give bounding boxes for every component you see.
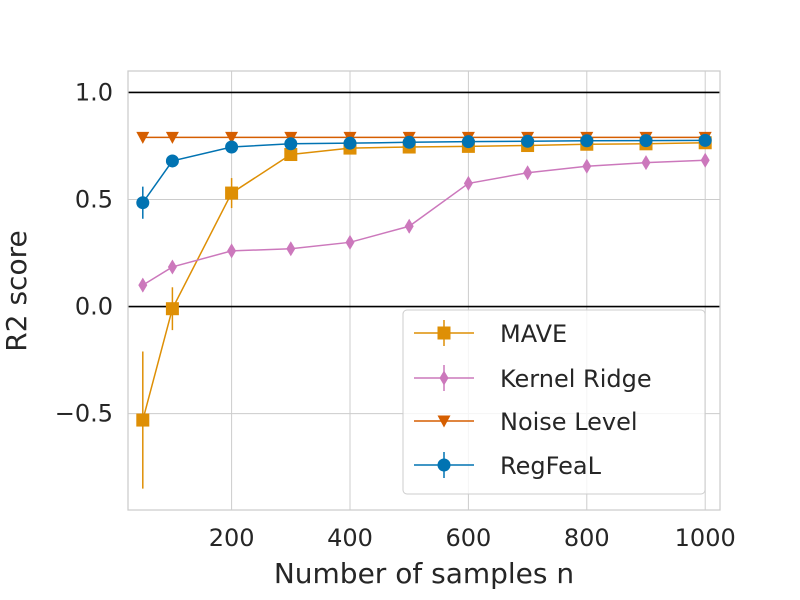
- legend-label: Kernel Ridge: [500, 365, 652, 393]
- data-point: [167, 259, 177, 275]
- data-point: [284, 137, 298, 151]
- data-point: [461, 135, 475, 149]
- legend-entry-regfeal: RegFeaL: [414, 452, 602, 480]
- data-point: [165, 154, 179, 168]
- legend-label: MAVE: [500, 320, 567, 348]
- data-point: [165, 302, 179, 316]
- reference-lines: [128, 91, 720, 308]
- data-point: [345, 234, 355, 250]
- legend-marker: [437, 415, 451, 428]
- x-tick-label: 400: [327, 524, 373, 552]
- series-line-kernel-ridge: [142, 159, 706, 286]
- data-point: [225, 140, 239, 154]
- plot-frame: [127, 70, 721, 511]
- data-point: [225, 186, 239, 200]
- y-axis-title: R2 score: [0, 230, 33, 351]
- data-point: [136, 196, 150, 210]
- legend-entry-kernel-ridge: Kernel Ridge: [414, 365, 652, 393]
- y-tick-label: 0.5: [75, 185, 113, 213]
- data-point: [404, 218, 414, 234]
- data-point: [641, 155, 651, 171]
- legend-marker: [437, 458, 451, 472]
- series-regfeal: [136, 133, 712, 219]
- data-point: [463, 175, 473, 191]
- data-point: [582, 158, 592, 174]
- y-tick-label: 0.0: [75, 293, 113, 321]
- data-point: [284, 148, 298, 162]
- data-point: [138, 277, 148, 293]
- y-tick-labels: −0.5 0.0 0.5 1.0: [55, 78, 113, 427]
- legend-label: RegFeaL: [500, 452, 602, 480]
- data-point: [343, 136, 357, 150]
- series-layer: [136, 131, 712, 489]
- legend-marker: [439, 370, 449, 386]
- data-point: [165, 131, 179, 144]
- x-tick-label: 800: [564, 524, 610, 552]
- x-tick-label: 1000: [675, 524, 736, 552]
- legend-marker: [437, 326, 451, 340]
- y-tick-label: 1.0: [75, 78, 113, 106]
- series-kernel-ridge: [138, 152, 710, 293]
- x-tick-label: 200: [209, 524, 255, 552]
- x-tick-labels: 200 400 600 800 1000: [209, 524, 736, 552]
- data-point: [639, 134, 653, 148]
- data-point: [136, 413, 150, 427]
- data-point: [521, 134, 535, 148]
- legend-entry-noise-level: Noise Level: [414, 408, 638, 436]
- data-point: [700, 152, 710, 168]
- data-point: [225, 131, 239, 144]
- legend: MAVE Kernel Ridge Noise Level RegFeaL: [402, 309, 706, 495]
- y-tick-label: −0.5: [55, 400, 113, 428]
- data-point: [286, 241, 296, 257]
- data-point: [227, 243, 237, 259]
- legend-entry-mave: MAVE: [414, 320, 567, 348]
- data-point: [402, 135, 416, 149]
- data-point: [698, 133, 712, 147]
- legend-box: [402, 309, 706, 495]
- data-point: [580, 134, 594, 148]
- x-axis-title: Number of samples n: [274, 557, 574, 590]
- data-point: [523, 165, 533, 181]
- legend-label: Noise Level: [500, 408, 638, 436]
- x-tick-label: 600: [445, 524, 491, 552]
- data-point: [136, 131, 150, 144]
